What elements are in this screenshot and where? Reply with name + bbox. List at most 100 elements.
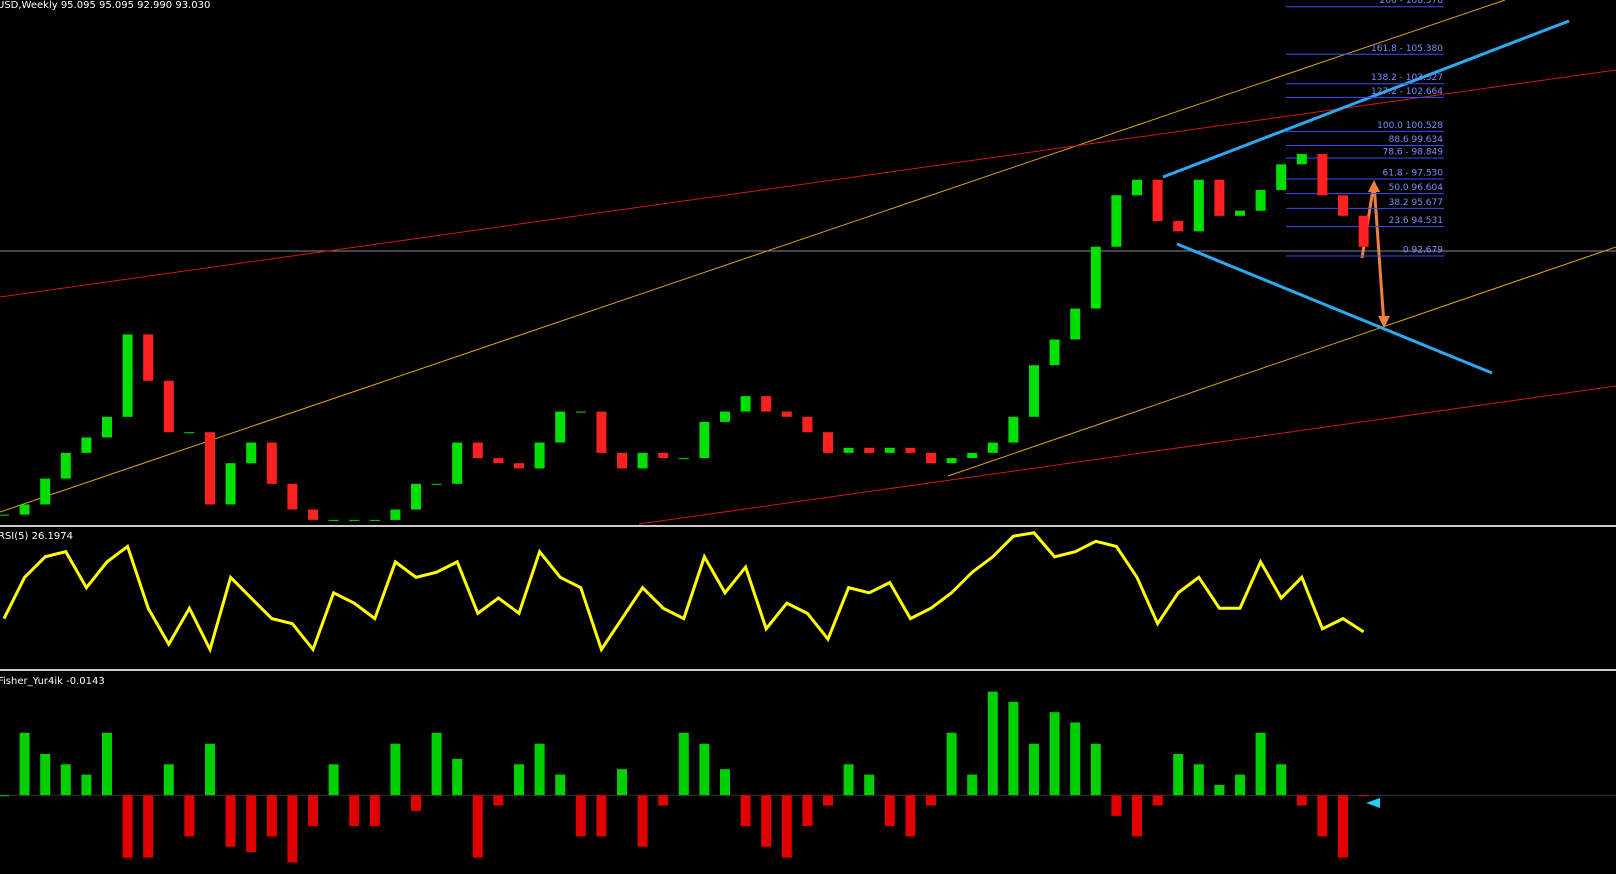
candle bbox=[1276, 164, 1287, 191]
histogram-bar bbox=[596, 795, 607, 837]
fib-label: 23.6 94.531 bbox=[1389, 216, 1443, 226]
candle bbox=[452, 442, 463, 484]
fib-label: 138.2 - 103.527 bbox=[1371, 73, 1443, 83]
candle bbox=[1049, 339, 1060, 366]
candle bbox=[1029, 365, 1039, 417]
histogram-bar bbox=[1090, 743, 1101, 796]
candle bbox=[802, 416, 813, 433]
candle bbox=[720, 411, 730, 422]
histogram-bar bbox=[699, 743, 710, 796]
candle bbox=[184, 432, 195, 434]
fib-label: 50.0 96.604 bbox=[1389, 183, 1444, 193]
candle bbox=[328, 519, 339, 521]
candle bbox=[390, 509, 401, 520]
candle bbox=[411, 483, 421, 510]
histogram-bar bbox=[1235, 774, 1245, 796]
fib-label: 88.6 99.634 bbox=[1389, 135, 1444, 145]
candle bbox=[1214, 179, 1225, 216]
histogram-bar bbox=[823, 795, 833, 806]
candle bbox=[0, 514, 9, 516]
indicator-marker bbox=[1366, 798, 1380, 808]
histogram-bar bbox=[0, 795, 9, 797]
fib-label: 127.2 - 102.664 bbox=[1371, 87, 1443, 97]
histogram-bar bbox=[205, 743, 215, 796]
histogram-bar bbox=[637, 795, 648, 847]
fib-label: 78.6 - 98.849 bbox=[1383, 148, 1444, 158]
candle bbox=[287, 483, 298, 510]
candle bbox=[1296, 154, 1307, 165]
histogram-bar bbox=[1173, 754, 1184, 796]
arrow-head bbox=[1378, 316, 1390, 328]
candle bbox=[40, 478, 51, 505]
histogram-bar bbox=[369, 795, 380, 827]
histogram-bar bbox=[720, 769, 730, 796]
trend-line bbox=[947, 246, 1616, 477]
candle bbox=[81, 437, 92, 453]
histogram-bar bbox=[122, 795, 133, 858]
histogram-bar bbox=[225, 795, 236, 847]
histogram-bar bbox=[514, 764, 524, 796]
candle bbox=[19, 504, 30, 515]
candle bbox=[987, 442, 998, 453]
candle bbox=[122, 334, 133, 417]
candle bbox=[617, 452, 627, 469]
histogram-bar bbox=[884, 795, 895, 827]
fib-label: 38.2 95.677 bbox=[1389, 198, 1443, 208]
candle bbox=[493, 458, 504, 464]
histogram-bar bbox=[19, 732, 30, 796]
candle bbox=[1255, 190, 1266, 211]
histogram-bar bbox=[1111, 795, 1122, 816]
histogram-bar bbox=[390, 743, 401, 796]
fib-label: 100.0 100.528 bbox=[1377, 121, 1443, 131]
candle bbox=[740, 396, 751, 412]
histogram-bar bbox=[555, 774, 566, 796]
histogram-bar bbox=[493, 795, 504, 806]
candle bbox=[1132, 179, 1142, 196]
histogram-bar bbox=[781, 795, 792, 858]
rsi-header: RSI(5) 26.1974 bbox=[0, 531, 73, 542]
candle bbox=[781, 411, 792, 417]
histogram-bar bbox=[1214, 784, 1225, 796]
histogram-bar bbox=[617, 769, 627, 796]
candle bbox=[225, 463, 236, 505]
histogram-bar bbox=[431, 732, 442, 796]
histogram-bar bbox=[987, 691, 998, 796]
histogram-bar bbox=[1132, 795, 1142, 837]
candle bbox=[369, 519, 380, 521]
candle bbox=[163, 380, 174, 433]
trend-line bbox=[638, 385, 1616, 525]
candle bbox=[1008, 416, 1019, 443]
candle bbox=[596, 411, 607, 453]
histogram-bar bbox=[967, 774, 978, 796]
candle bbox=[472, 442, 483, 459]
histogram-bar bbox=[287, 795, 298, 863]
candle bbox=[699, 421, 710, 459]
price-header: USD,Weekly 95.095 95.095 92.990 93.030 bbox=[0, 0, 210, 11]
histogram-bar bbox=[1296, 795, 1307, 806]
histogram-bar bbox=[1276, 764, 1287, 796]
histogram-bar bbox=[411, 795, 421, 811]
histogram-bar bbox=[328, 764, 339, 796]
histogram-bar bbox=[143, 795, 154, 858]
histogram-bar bbox=[678, 732, 689, 796]
candle bbox=[246, 442, 257, 464]
candle bbox=[864, 447, 875, 453]
histogram-bar bbox=[761, 795, 772, 847]
candle bbox=[143, 334, 154, 381]
channel-line bbox=[1162, 19, 1570, 179]
histogram-bar bbox=[1070, 722, 1081, 796]
candle bbox=[514, 463, 524, 469]
histogram-bar bbox=[246, 795, 257, 853]
histogram-bar bbox=[266, 795, 277, 837]
fib-label: 161.8 - 105.380 bbox=[1371, 44, 1443, 54]
candle bbox=[823, 432, 833, 453]
trend-line bbox=[0, 0, 1506, 513]
candle bbox=[1090, 246, 1101, 309]
histogram-bar bbox=[1049, 712, 1060, 796]
candle bbox=[843, 447, 854, 453]
candle bbox=[1193, 179, 1204, 232]
candle bbox=[658, 452, 669, 459]
histogram-bar bbox=[864, 774, 875, 796]
histogram-bar bbox=[452, 758, 463, 796]
